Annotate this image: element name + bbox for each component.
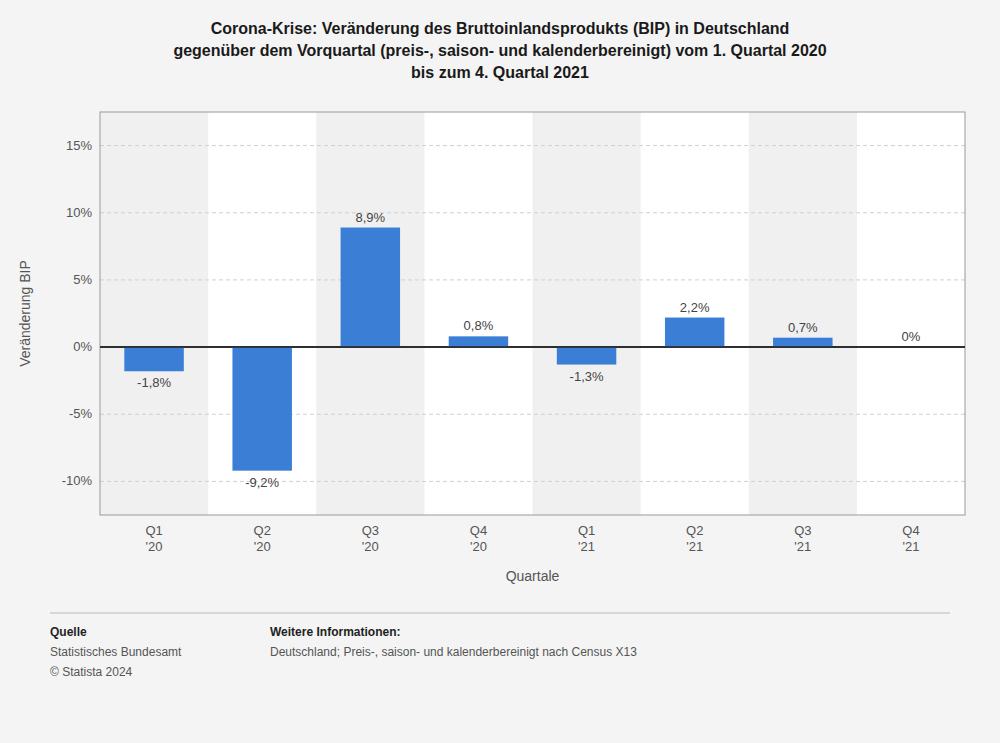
footer-note: © Statista 2024	[50, 665, 133, 679]
grid-line	[100, 145, 965, 146]
y-tick-label: -10%	[62, 473, 93, 488]
y-axis-label: Veränderung BIP	[17, 260, 33, 367]
bar	[557, 347, 616, 364]
x-axis-label: Quartale	[506, 568, 560, 584]
footer-note: Deutschland; Preis-, saison- und kalende…	[270, 645, 637, 659]
bar	[665, 318, 724, 348]
y-tick-label: -5%	[69, 406, 93, 421]
x-tick-label: Q4'21	[902, 523, 919, 554]
bar	[232, 347, 291, 471]
title: Corona-Krise: Veränderung des Bruttoinla…	[173, 20, 826, 81]
column-band	[749, 112, 857, 515]
bar	[449, 336, 508, 347]
x-tick-label: Q3'20	[362, 523, 379, 554]
y-tick-label: 15%	[66, 138, 92, 153]
data-label: 2,2%	[680, 300, 710, 315]
data-label: 0%	[902, 329, 921, 344]
x-tick-label: Q2'21	[686, 523, 703, 554]
background	[0, 0, 1000, 743]
data-label: -9,2%	[245, 475, 279, 490]
data-label: -1,8%	[137, 375, 171, 390]
x-tick-label: Q3'21	[794, 523, 811, 554]
zero-line	[100, 346, 965, 348]
footer-note: Quelle	[50, 625, 87, 639]
x-tick-label: Q2'20	[254, 523, 271, 554]
x-tick-label: Q1'21	[578, 523, 595, 554]
y-tick-label: 0%	[73, 339, 92, 354]
data-label: 0,8%	[464, 318, 494, 333]
grid-line	[100, 212, 965, 213]
grid-line	[100, 414, 965, 415]
column-band	[100, 112, 208, 515]
plot-area	[100, 112, 965, 515]
footer-separator	[50, 613, 950, 614]
data-label: -1,3%	[570, 369, 604, 384]
footer-note: Statistisches Bundesamt	[50, 645, 182, 659]
chart: Corona-Krise: Veränderung des Bruttoinla…	[0, 0, 1000, 743]
column-band	[533, 112, 641, 515]
plot-frame	[100, 112, 965, 515]
y-tick-label: 5%	[73, 272, 92, 287]
grid-line	[100, 279, 965, 280]
zero-line	[100, 346, 965, 348]
bar	[341, 228, 400, 348]
bar	[124, 347, 183, 371]
bars	[124, 228, 832, 471]
bar	[773, 338, 832, 347]
x-tick-label: Q4'20	[470, 523, 487, 554]
data-label: 8,9%	[355, 210, 385, 225]
y-tick-label: 10%	[66, 205, 92, 220]
data-label: 0,7%	[788, 320, 818, 335]
x-tick-label: Q1'20	[145, 523, 162, 554]
column-band	[316, 112, 424, 515]
grid-line	[100, 481, 965, 482]
footer-note: Weitere Informationen:	[270, 625, 400, 639]
